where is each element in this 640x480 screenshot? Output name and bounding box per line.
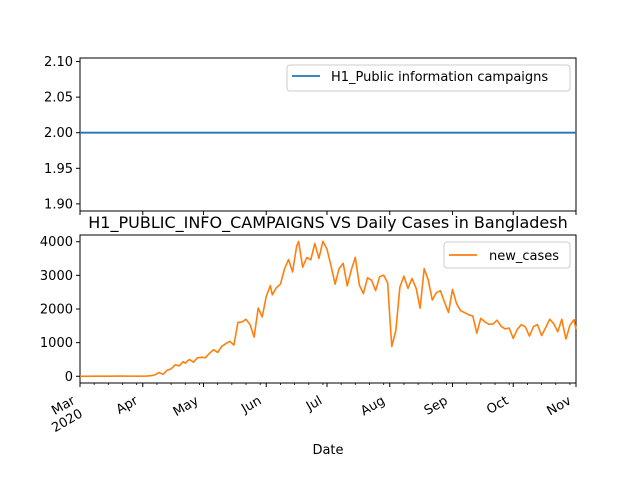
bottom-y-axis: 0 1000 2000 3000 4000 (40, 235, 80, 385)
bottom-series-group (79, 240, 577, 378)
bottom-y-tick-label: 0 (65, 370, 73, 385)
top-y-tick-label: 1.95 (44, 162, 73, 177)
bottom-x-tick-label-line: Jul (303, 393, 325, 414)
bottom-legend: new_cases (443, 241, 571, 269)
bottom-y-tick-label: 2000 (40, 303, 73, 318)
top-legend-box (286, 64, 571, 92)
top-y-tick-label: 1.90 (44, 197, 73, 212)
top-x-ticks (79, 211, 577, 215)
top-subplot: 1.90 1.95 2.00 2.05 2.10 H1_Public informati… (44, 55, 577, 215)
x-axis-label: Date (312, 443, 343, 458)
top-y-tick-label: 2.10 (44, 55, 73, 70)
bottom-y-tick-label: 3000 (40, 269, 73, 284)
chart-title: H1_PUBLIC_INFO_CAMPAIGNS VS Daily Cases … (88, 213, 567, 233)
top-y-tick-label: 2.00 (44, 126, 73, 141)
bottom-legend-label: new_cases (489, 249, 559, 264)
top-y-axis: 1.90 1.95 2.00 2.05 2.10 (44, 55, 80, 212)
top-legend: H1_Public information campaigns (286, 64, 571, 92)
bottom-series-line (79, 240, 577, 378)
top-y-tick-label: 2.05 (44, 91, 73, 106)
bottom-y-tick-label: 4000 (40, 235, 73, 250)
bottom-y-tick-label: 1000 (40, 336, 73, 351)
bottom-legend-box (443, 241, 571, 269)
top-legend-label: H1_Public information campaigns (331, 70, 548, 85)
bottom-x-tick-label: Jul (303, 393, 325, 414)
top-plot-frame (79, 57, 577, 212)
